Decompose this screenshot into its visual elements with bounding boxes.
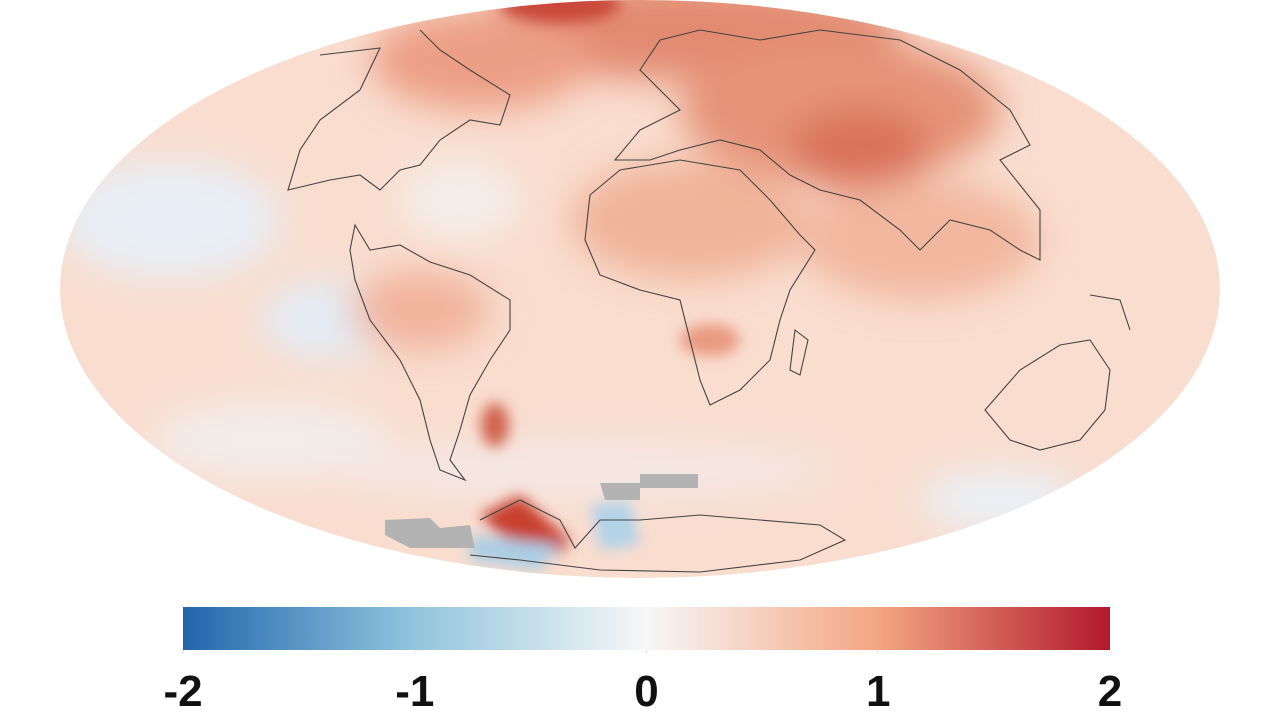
tick-label: -1 [395,667,434,716]
colorbar-scale [183,607,1110,650]
map [60,0,1220,578]
missing-data [600,474,698,500]
tick-label: 2 [1098,667,1122,716]
missing-data [385,518,475,548]
coastlines [287,29,1131,573]
colorbar: -2 -1 0 1 2 [163,607,1122,716]
tick-label: -2 [163,667,202,716]
tick-label: 1 [866,667,890,716]
anomaly-detail [470,0,740,570]
tick-label: 0 [634,667,658,716]
